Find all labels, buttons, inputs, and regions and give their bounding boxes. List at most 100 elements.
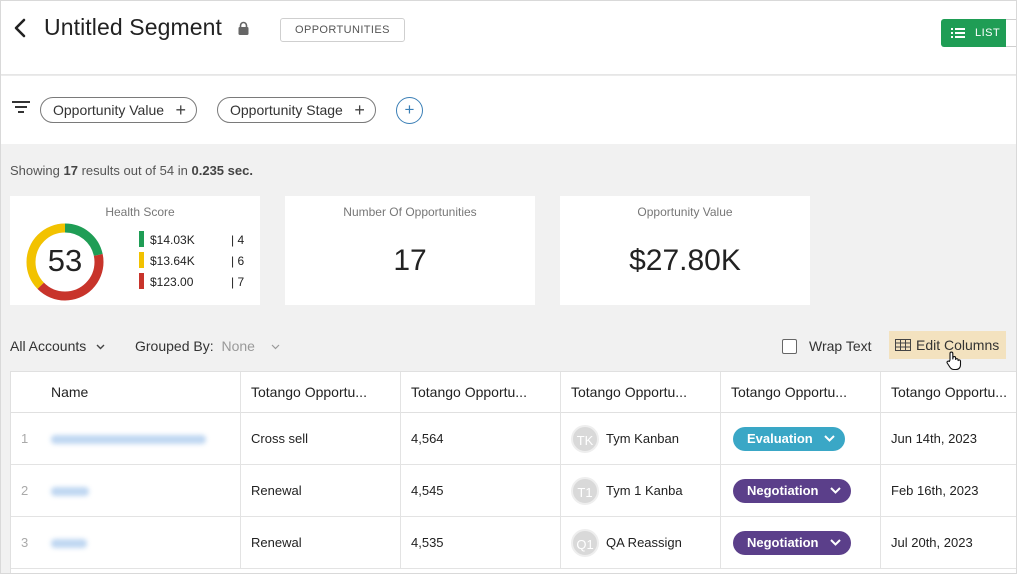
list-view-label: LIST [975,27,1001,39]
view-toggle-next-button[interactable] [1006,19,1016,47]
health-score-value: 53 [47,243,83,278]
chevron-down-icon [829,539,841,546]
list-view-button[interactable]: LIST [941,19,1006,47]
card-title: Number Of Opportunities [343,205,477,219]
table-cell-type: Renewal [241,465,401,517]
owner-name: Tym Kanban [606,431,679,446]
opportunity-value-card[interactable]: Opportunity Value $27.80K [560,196,810,305]
results-middle-text: results out of [81,163,157,178]
table-cell-type: Renewal [241,517,401,569]
redacted-account-link[interactable] [51,487,89,496]
accounts-dropdown[interactable]: All Accounts [10,338,105,354]
wrap-text-checkbox[interactable] [782,339,797,354]
page-header: Untitled Segment OPPORTUNITIES LIST [1,1,1016,75]
list-icon [951,28,965,38]
grouped-by-label: Grouped By: [135,338,214,354]
results-total-count: 54 [159,163,175,178]
chevron-down-icon [824,435,835,442]
table-cell-type: Cross sell [241,413,401,465]
filter-chip-label: Opportunity Stage [230,102,343,118]
results-in-text: in [177,163,188,178]
stage-label: Evaluation [747,431,813,446]
health-donut-chart [26,223,104,301]
results-time: 0.235 sec. [191,163,253,178]
redacted-account-link[interactable] [51,435,206,444]
stage-label: Negotiation [747,483,819,498]
column-header-amount[interactable]: Totango Opportu... [401,372,561,413]
stage-label: Negotiation [747,535,819,550]
column-header-owner[interactable]: Totango Opportu... [561,372,721,413]
column-header-name[interactable]: Name [11,372,241,413]
plus-icon: + [175,100,187,120]
table-grid-icon [895,339,911,351]
column-header-type[interactable]: Totango Opportu... [241,372,401,413]
wrap-text-label: Wrap Text [809,338,872,354]
legend-swatch [139,273,144,289]
table-cell-owner: Q1 QA Reassign [561,517,721,569]
legend-value: $13.64K [150,254,195,268]
stage-dropdown[interactable]: Negotiation [733,531,851,555]
table-cell-stage: Negotiation [721,517,881,569]
legend-swatch [139,252,144,268]
card-value: $27.80K [629,244,741,277]
legend-swatch [139,231,144,247]
opportunity-count-card[interactable]: Number Of Opportunities 17 [285,196,535,305]
chevron-down-icon [829,487,841,494]
redacted-account-link[interactable] [51,539,87,548]
table-cell-date: Jun 14th, 2023 [881,413,1016,465]
card-value: 17 [393,244,427,277]
filter-icon[interactable] [12,100,30,114]
legend-count: | 6 [231,254,245,268]
avatar: TK [571,425,599,453]
grouped-by-value: None [221,338,255,354]
row-number: 3 [21,535,29,550]
legend-count: | 7 [231,275,245,289]
filter-chip-label: Opportunity Value [53,102,165,118]
chevron-down-icon [96,344,105,350]
filter-chip-opportunity-value[interactable]: Opportunity Value + [40,97,198,123]
table-cell-amount: 4,535 [401,517,561,569]
edit-columns-label: Edit Columns [916,337,1000,353]
table-cell-date: Feb 16th, 2023 [881,465,1016,517]
donut-segment-red [26,223,104,301]
table-cell-stage: Evaluation [721,413,881,465]
opportunities-table: Name Totango Opportu... Totango Opportu.… [10,371,1016,573]
accounts-dropdown-label: All Accounts [10,338,87,354]
filter-bar: Opportunity Value + Opportunity Stage + … [1,76,1016,144]
back-arrow-icon[interactable] [11,17,31,39]
legend-value: $123.00 [150,275,194,289]
lock-icon [238,21,249,35]
owner-name: QA Reassign [606,535,682,550]
table-cell-amount: 4,564 [401,413,561,465]
grouped-by-dropdown[interactable]: Grouped By: None [135,338,280,354]
avatar: T1 [571,477,599,505]
column-header-date[interactable]: Totango Opportu... [881,372,1016,413]
row-number: 1 [21,431,29,446]
stage-dropdown[interactable]: Evaluation [733,427,845,451]
segment-type-badge: OPPORTUNITIES [280,18,405,42]
add-filter-button[interactable]: + [396,97,423,124]
hand-pointer-cursor-icon [946,351,962,371]
plus-icon: + [354,100,365,120]
donut-segment-yellow [26,223,104,301]
table-cell-owner: T1 Tym 1 Kanba [561,465,721,517]
owner-name: Tym 1 Kanba [606,483,683,498]
card-title: Health Score [105,205,175,219]
results-prefix: Showing [10,163,60,178]
table-cell-amount: 4,545 [401,465,561,517]
filter-chip-opportunity-stage[interactable]: Opportunity Stage + [217,97,376,123]
column-header-stage[interactable]: Totango Opportu... [721,372,881,413]
results-shown-count: 17 [63,163,78,178]
legend-value: $14.03K [150,233,195,247]
card-title: Opportunity Value [637,205,733,219]
health-score-card[interactable]: Health Score 53 $14.03K | 4 $13.64K | 6 … [10,196,260,305]
table-cell-date: Jul 20th, 2023 [881,517,1016,569]
table-cell-owner: TK Tym Kanban [561,413,721,465]
row-number: 2 [21,483,29,498]
stage-dropdown[interactable]: Negotiation [733,479,851,503]
edit-columns-button[interactable]: Edit Columns [889,331,1006,359]
table-row-name-cell: 3 [11,517,241,569]
table-row-name-cell: 2 [11,465,241,517]
avatar: Q1 [571,529,599,557]
